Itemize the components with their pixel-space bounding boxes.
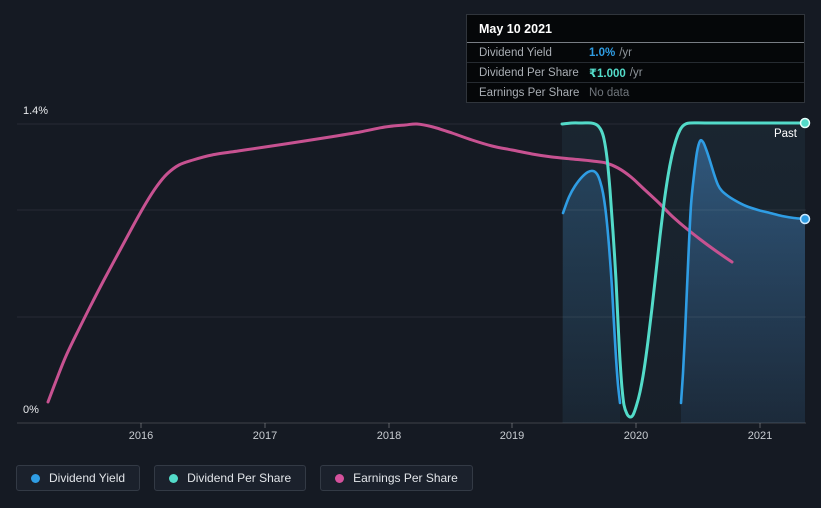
- x-axis-label-2021: 2021: [747, 430, 773, 442]
- tooltip-label: Earnings Per Share: [479, 86, 580, 99]
- dividend-yield-area-fill-right: [681, 140, 805, 423]
- legend-label: Dividend Yield: [49, 471, 126, 485]
- dividend-per-share-dot-icon: [169, 473, 179, 483]
- tooltip-value: ₹1.000: [589, 67, 626, 80]
- y-axis-label-max: 1.4%: [23, 105, 49, 117]
- dividend-yield-area-fill-left: [563, 170, 620, 423]
- legend-item-dividend-per-share[interactable]: Dividend Per Share: [154, 465, 307, 491]
- tooltip-unit: /yr: [629, 66, 643, 79]
- hover-tooltip: May 10 2021 Dividend Yield 1.0% /yr Divi…: [466, 14, 805, 103]
- dividend-yield-line-post-cut: [679, 138, 807, 405]
- tooltip-row-dividend-yield: Dividend Yield 1.0% /yr: [467, 43, 804, 63]
- dividend-yield-line-pre-cut: [561, 169, 622, 405]
- x-axis-ticks: [140, 423, 761, 428]
- legend-label: Dividend Per Share: [187, 471, 292, 485]
- past-period-label: Past: [773, 128, 797, 140]
- legend-label: Earnings Per Share: [353, 471, 458, 485]
- dividend-yield-end-marker[interactable]: [799, 213, 811, 225]
- x-axis-label-2019: 2019: [499, 430, 525, 442]
- x-axis-labels: 2016 2017 2018 2019 2020 2021: [0, 430, 821, 446]
- tooltip-label: Dividend Per Share: [479, 66, 579, 79]
- legend-item-dividend-yield[interactable]: Dividend Yield: [16, 465, 141, 491]
- dividend-per-share-line: [560, 121, 807, 419]
- earnings-per-share-line: [46, 122, 734, 404]
- tooltip-row-earnings-per-share: Earnings Per Share No data: [467, 83, 804, 102]
- legend-item-earnings-per-share[interactable]: Earnings Per Share: [320, 465, 473, 491]
- tooltip-value: 1.0%: [589, 46, 616, 59]
- chart-legend: Dividend Yield Dividend Per Share Earnin…: [16, 465, 473, 491]
- dividend-per-share-end-marker[interactable]: [799, 117, 811, 129]
- dividend-yield-dot-icon: [31, 473, 40, 483]
- x-axis-label-2016: 2016: [128, 430, 154, 442]
- tooltip-date: May 10 2021: [467, 15, 804, 43]
- y-axis-label-zero: 0%: [23, 404, 39, 416]
- x-axis-label-2020: 2020: [623, 430, 649, 442]
- tooltip-value: No data: [589, 86, 630, 99]
- tooltip-row-dividend-per-share: Dividend Per Share ₹1.000 /yr: [467, 63, 804, 83]
- x-axis-label-2018: 2018: [376, 430, 402, 442]
- x-axis-label-2017: 2017: [252, 430, 278, 442]
- earnings-per-share-dot-icon: [335, 473, 345, 483]
- tooltip-label: Dividend Yield: [479, 46, 552, 59]
- tooltip-unit: /yr: [619, 46, 632, 59]
